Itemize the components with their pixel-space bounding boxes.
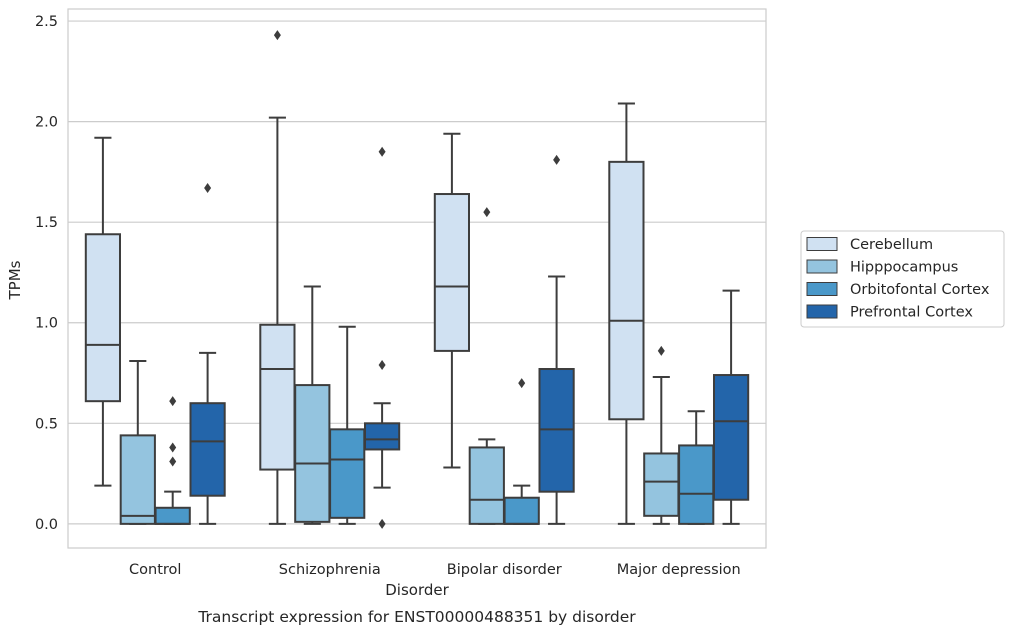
x-tick-label: Control xyxy=(129,562,181,578)
box-body xyxy=(154,506,191,525)
y-tick-label: 2.5 xyxy=(35,14,58,30)
box-body xyxy=(433,193,471,352)
box-body xyxy=(84,233,122,403)
box-2-2 xyxy=(503,378,540,525)
x-tick-label: Bipolar disorder xyxy=(447,562,562,578)
box-0-0 xyxy=(84,136,122,487)
outlier-point xyxy=(169,456,177,467)
outlier-point xyxy=(378,146,386,157)
y-axis-label: TPMs xyxy=(6,260,24,300)
outlier-point xyxy=(657,345,665,356)
box-body xyxy=(119,434,156,525)
box-body xyxy=(329,428,366,519)
legend-item: Hipppocampus xyxy=(806,259,958,276)
box-body xyxy=(294,384,331,523)
legend-swatch xyxy=(806,259,838,274)
box-2-1 xyxy=(468,207,505,525)
legend-item: Orbitofontal Cortex xyxy=(806,282,990,298)
legend-frame xyxy=(800,230,1005,328)
legend-item: Cerebellum xyxy=(806,237,933,253)
box-0-3 xyxy=(189,182,226,525)
box-3-3 xyxy=(712,289,750,525)
box-body xyxy=(468,446,505,525)
box-0-2 xyxy=(154,396,191,525)
outlier-point xyxy=(553,154,561,165)
x-tick-label: Major depression xyxy=(617,562,741,578)
legend-label: Hipppocampus xyxy=(850,260,958,276)
box-body xyxy=(538,368,575,493)
outlier-point xyxy=(169,442,177,453)
y-tick-label: 1.0 xyxy=(35,316,58,332)
outlier-point xyxy=(518,378,526,389)
outlier-point xyxy=(378,518,386,529)
legend-label: Prefrontal Cortex xyxy=(850,305,973,321)
legend: Cerebellum Hipppocampus Orbitofontal Corte… xyxy=(800,230,1005,328)
box-3-0 xyxy=(608,102,645,525)
box-2-0 xyxy=(433,132,471,469)
box-body xyxy=(678,444,715,525)
y-tick-label: 0.5 xyxy=(35,416,58,432)
box-body xyxy=(712,374,750,501)
legend-item: Prefrontal Cortex xyxy=(806,304,973,321)
box-1-0 xyxy=(259,30,296,525)
y-axis-ticks: 0.0 0.5 1.0 1.5 2.0 2.5 xyxy=(35,14,58,533)
box-body xyxy=(608,160,645,421)
box-1-1 xyxy=(294,285,331,525)
outlier-point xyxy=(169,396,177,407)
box-body xyxy=(503,496,540,525)
legend-label: Cerebellum xyxy=(850,237,933,253)
x-axis-ticks: Control Schizophrenia Bipolar disorder Majo… xyxy=(129,562,741,578)
box-body xyxy=(259,323,296,471)
box-3-2 xyxy=(678,410,715,525)
legend-swatch xyxy=(806,304,838,319)
grid-lines xyxy=(68,20,766,525)
outlier-point xyxy=(204,182,212,193)
outlier-point xyxy=(378,359,386,370)
box-1-3 xyxy=(363,146,401,529)
box-body xyxy=(363,422,401,451)
box-0-1 xyxy=(119,359,156,525)
chart-caption: Transcript expression for ENST0000048835… xyxy=(197,608,636,626)
legend-label: Orbitofontal Cortex xyxy=(850,282,990,298)
y-tick-label: 0.0 xyxy=(35,517,58,533)
y-tick-label: 1.5 xyxy=(35,215,58,231)
x-tick-label: Schizophrenia xyxy=(279,562,381,578)
legend-swatch xyxy=(806,237,838,251)
box-plot-marks xyxy=(84,30,750,529)
plot-frame xyxy=(67,8,767,549)
x-axis-label: Disorder xyxy=(385,581,449,599)
legend-swatch xyxy=(806,282,838,296)
box-3-1 xyxy=(643,345,680,525)
box-body xyxy=(643,452,680,517)
y-tick-label: 2.0 xyxy=(35,115,58,131)
outlier-point xyxy=(273,30,281,41)
box-1-2 xyxy=(329,325,366,525)
box-body xyxy=(189,402,226,497)
box-2-3 xyxy=(538,154,575,525)
outlier-point xyxy=(483,207,491,218)
